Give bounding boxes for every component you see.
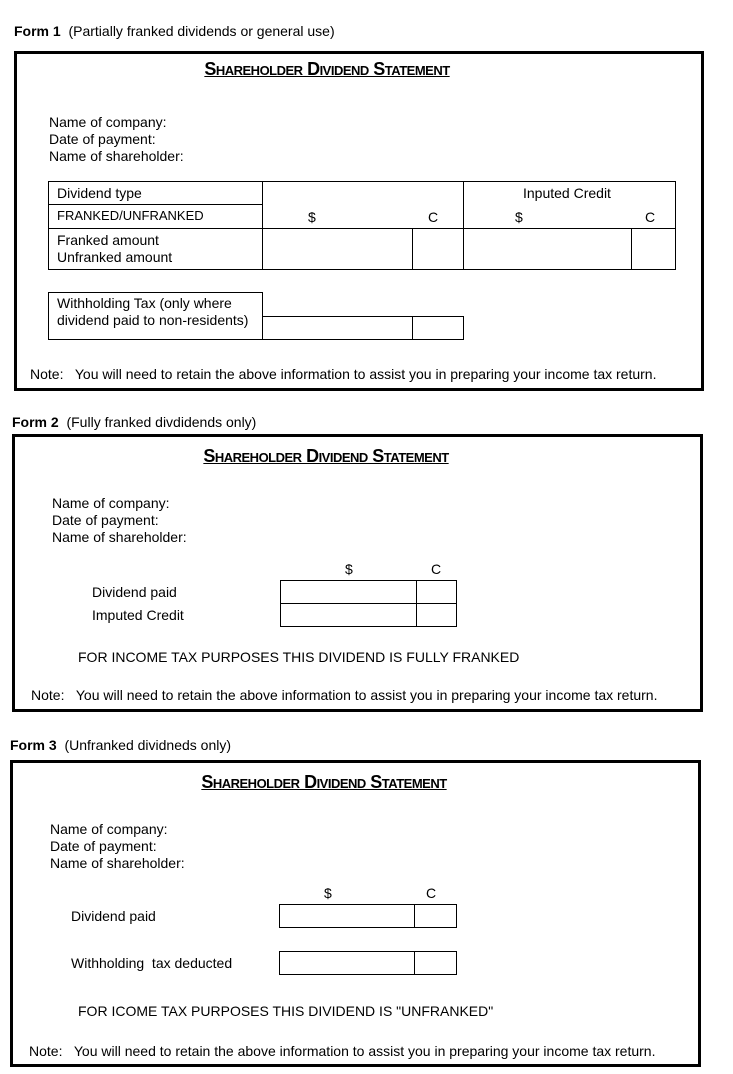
imputed-credit-cents-input[interactable] — [416, 603, 457, 627]
company-field: Name of company: — [52, 495, 170, 511]
form2-statement: FOR INCOME TAX PURPOSES THIS DIVIDEND IS… — [78, 649, 520, 665]
form2-box — [12, 434, 703, 712]
form3-label: Form 3 — [10, 737, 57, 753]
dividend-paid-label: Dividend paid — [92, 584, 177, 600]
unfranked-amount-label: Unfranked amount — [57, 249, 173, 265]
form1-label: Form 1 — [14, 23, 61, 39]
dividend-paid-label: Dividend paid — [71, 908, 156, 924]
company-field: Name of company: — [50, 821, 168, 837]
form3-statement: FOR ICOME TAX PURPOSES THIS DIVIDEND IS … — [78, 1003, 494, 1019]
withholding-dollars-input[interactable] — [279, 951, 415, 975]
imputed-credit-label: Imputed Credit — [92, 607, 184, 623]
dollar-header: $ — [308, 209, 316, 225]
form3-heading: Form 3 (Unfranked dividneds only) — [10, 737, 231, 753]
form3-box — [10, 760, 701, 1067]
dividend-paid-dollars-input[interactable] — [280, 580, 417, 604]
dividend-type-label: Dividend type — [57, 185, 142, 201]
withholding-label-1: Withholding Tax (only where — [57, 295, 232, 311]
franked-dollars-input[interactable] — [262, 228, 413, 270]
dollar-header: $ — [324, 885, 332, 901]
withholding-label-2: dividend paid to non-residents) — [57, 312, 249, 328]
withholding-cents-input[interactable] — [412, 316, 464, 340]
form2-subtitle: (Fully franked divdidends only) — [66, 414, 257, 430]
form1-box — [14, 51, 704, 391]
shareholder-field: Name of shareholder: — [50, 855, 185, 871]
dividend-paid-cents-input[interactable] — [414, 904, 457, 928]
cents-header: C — [428, 209, 439, 225]
cents-header: C — [426, 885, 437, 901]
franked-amount-label: Franked amount — [57, 232, 159, 248]
withholding-tax-label: Withholding tax deducted — [71, 955, 233, 971]
imputed-dollars-input[interactable] — [463, 228, 632, 270]
form3-note: Note: You will need to retain the above … — [29, 1043, 656, 1059]
form1-title: Shareholder Dividend Statement — [204, 59, 450, 79]
shareholder-field: Name of shareholder: — [52, 529, 187, 545]
shareholder-field: Name of shareholder: — [49, 148, 184, 164]
payment-date-field: Date of payment: — [50, 838, 157, 854]
form2-note: Note: You will need to retain the above … — [31, 687, 658, 703]
cents-header: C — [431, 561, 442, 577]
form2-title: Shareholder Dividend Statement — [203, 446, 449, 466]
company-field: Name of company: — [49, 114, 167, 130]
withholding-cents-input[interactable] — [414, 951, 457, 975]
payment-date-field: Date of payment: — [52, 512, 159, 528]
form3-title: Shareholder Dividend Statement — [201, 772, 447, 792]
form1-heading: Form 1 (Partially franked dividends or g… — [14, 23, 335, 39]
dollar-header: $ — [345, 561, 353, 577]
dividend-paid-dollars-input[interactable] — [279, 904, 415, 928]
form2-heading: Form 2 (Fully franked divdidends only) — [12, 414, 256, 430]
imputed-cents-header: C — [645, 209, 656, 225]
imputed-credit-header: Inputed Credit — [523, 185, 611, 201]
imputed-dollar-header: $ — [515, 209, 523, 225]
imputed-cents-input[interactable] — [631, 228, 676, 270]
form2-label: Form 2 — [12, 414, 59, 430]
franked-unfranked-label: FRANKED/UNFRANKED — [57, 208, 204, 223]
form1-note: Note: You will need to retain the above … — [30, 366, 657, 382]
franked-cents-input[interactable] — [412, 228, 464, 270]
withholding-dollars-input[interactable] — [262, 316, 413, 340]
form3-subtitle: (Unfranked dividneds only) — [64, 737, 231, 753]
imputed-credit-dollars-input[interactable] — [280, 603, 417, 627]
dividend-paid-cents-input[interactable] — [416, 580, 457, 604]
form1-subtitle: (Partially franked dividends or general … — [68, 23, 335, 39]
payment-date-field: Date of payment: — [49, 131, 156, 147]
